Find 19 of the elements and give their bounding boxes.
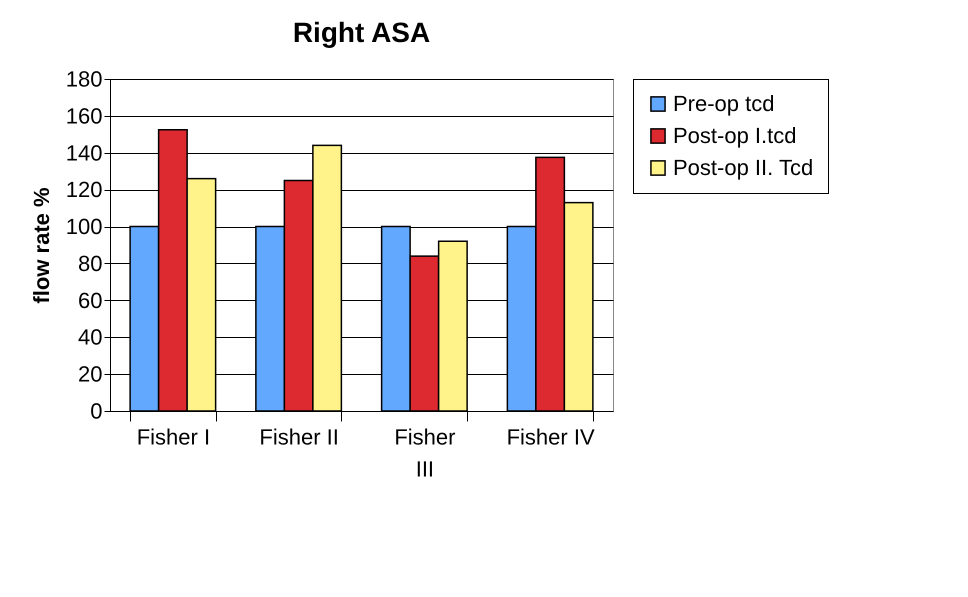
y-tick-label: 160 [66,103,102,128]
legend-label: Pre-op tcd [673,91,774,116]
x-tick-label: Fisher II [259,424,339,450]
legend-label: Post-op II. Tcd [673,155,814,180]
y-tick-label: 20 [78,362,102,387]
x-tick-label: Fisher III [394,424,456,482]
y-tick-label: 40 [78,324,102,350]
y-tick-label: 180 [66,66,102,92]
y-tick-label: 80 [78,250,102,276]
legend-label: Post-op I.tcd [673,123,797,148]
x-tick-label: Fisher IV [506,424,595,450]
y-tick-label: 100 [66,214,102,240]
y-tick-label: 120 [66,177,102,202]
y-axis-title: flow rate % [28,187,54,304]
y-tick-label: 60 [78,288,102,313]
y-tick-label: 140 [66,140,102,166]
chart-title: Right ASA [292,17,430,48]
x-tick-label: Fisher I [136,424,210,450]
y-tick-label: 0 [90,398,102,424]
